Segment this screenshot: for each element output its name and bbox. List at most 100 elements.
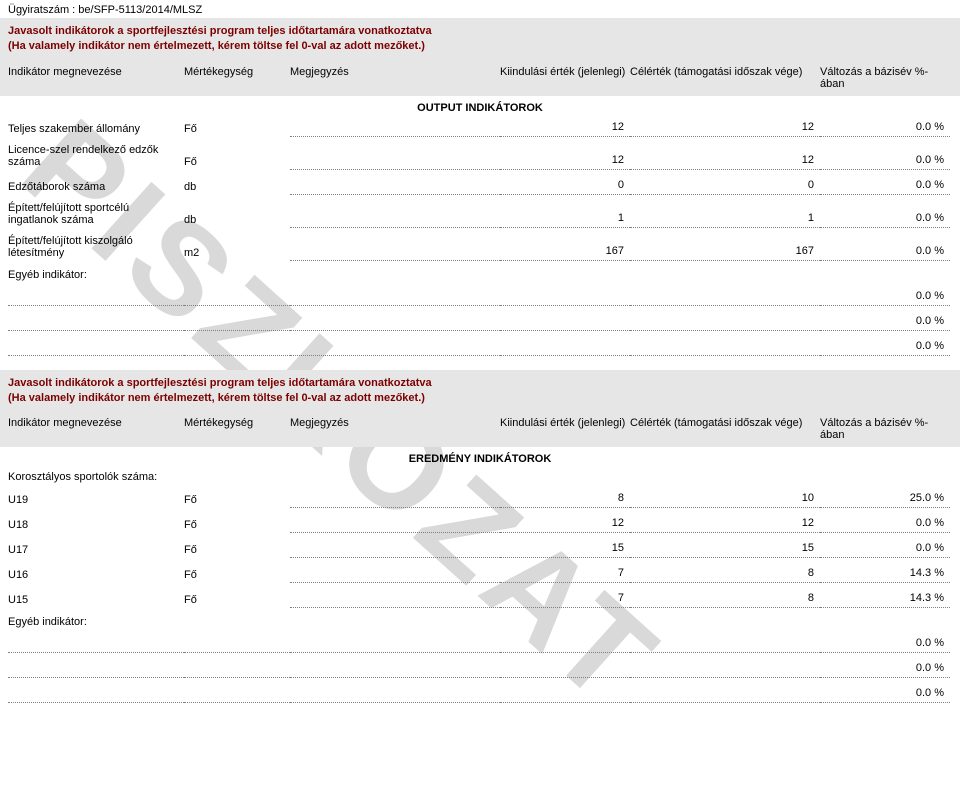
row-unit: Fő — [184, 494, 290, 508]
header-indicator-name: Indikátor megnevezése — [8, 66, 184, 90]
row-unit: Fő — [184, 156, 290, 170]
row-start-value: 0 — [500, 177, 630, 195]
row-note — [290, 590, 500, 608]
section1-banner: Javasolt indikátorok a sportfejlesztési … — [0, 18, 960, 60]
header-start: Kiindulási érték (jelenlegi) — [500, 417, 630, 441]
table-row: Edzőtáborok számadb000.0 % — [0, 174, 960, 195]
table-row: Teljes szakember állományFő12120.0 % — [0, 116, 960, 137]
row-note — [290, 540, 500, 558]
row-start-value: 12 — [500, 152, 630, 170]
row-note — [290, 565, 500, 583]
row-change-value: 0.0 % — [820, 540, 950, 558]
row-start-value — [500, 338, 630, 356]
row-change-value: 25.0 % — [820, 490, 950, 508]
row-target-value — [630, 660, 820, 678]
row-note — [290, 635, 500, 653]
row-target-value: 0 — [630, 177, 820, 195]
row-start-value — [500, 660, 630, 678]
table-row: 0.0 % — [0, 310, 960, 331]
row-target-value — [630, 635, 820, 653]
section1-header-row: Indikátor megnevezése Mértékegység Megje… — [0, 60, 960, 96]
row-unit: db — [184, 181, 290, 195]
row-change-value: 0.0 % — [820, 243, 950, 261]
row-start-value: 8 — [500, 490, 630, 508]
table-row: 0.0 % — [0, 632, 960, 653]
table-row: U19Fő 81025.0 % — [0, 487, 960, 508]
row-target-value — [630, 338, 820, 356]
row-note — [290, 515, 500, 533]
row-label — [8, 338, 184, 356]
row-unit — [184, 635, 290, 653]
table-row: 0.0 % — [0, 682, 960, 703]
header-unit: Mértékegység — [184, 66, 290, 90]
section1-other-label: Egyéb indikátor: — [0, 265, 960, 281]
row-label — [8, 635, 184, 653]
row-start-value — [500, 685, 630, 703]
row-unit: Fő — [184, 544, 290, 558]
row-change-value: 0.0 % — [820, 119, 950, 137]
row-label: U16 — [8, 569, 184, 583]
header-change: Változás a bázisév %-ában — [820, 417, 950, 441]
row-label: U19 — [8, 494, 184, 508]
row-start-value: 167 — [500, 243, 630, 261]
row-label: U15 — [8, 594, 184, 608]
table-row: U17Fő15150.0 % — [0, 537, 960, 558]
row-label: Épített/felújított kiszolgáló létesítmén… — [8, 235, 184, 261]
row-unit — [184, 288, 290, 306]
row-start-value — [500, 313, 630, 331]
row-unit: Fő — [184, 594, 290, 608]
section1-banner-line2: (Ha valamely indikátor nem értelmezett, … — [8, 39, 952, 54]
row-unit — [184, 685, 290, 703]
row-target-value: 10 — [630, 490, 820, 508]
table-row: Épített/felújított kiszolgáló létesítmén… — [0, 232, 960, 261]
row-label — [8, 660, 184, 678]
row-label — [8, 685, 184, 703]
row-note — [290, 313, 500, 331]
table-row: Épített/felújított sportcélú ingatlanok … — [0, 199, 960, 228]
header-target: Célérték (támogatási időszak vége) — [630, 417, 820, 441]
row-start-value: 12 — [500, 515, 630, 533]
table-row: 0.0 % — [0, 657, 960, 678]
row-note — [290, 177, 500, 195]
row-change-value: 0.0 % — [820, 313, 950, 331]
row-label — [8, 288, 184, 306]
row-change-value: 0.0 % — [820, 288, 950, 306]
row-change-value: 0.0 % — [820, 635, 950, 653]
row-start-value — [500, 288, 630, 306]
table-row: U15Fő7814.3 % — [0, 587, 960, 608]
row-change-value: 14.3 % — [820, 590, 950, 608]
row-unit: m2 — [184, 247, 290, 261]
row-note — [290, 152, 500, 170]
row-change-value: 0.0 % — [820, 685, 950, 703]
row-target-value — [630, 313, 820, 331]
header-change: Változás a bázisév %-ában — [820, 66, 950, 90]
document-id: Ügyiratszám : be/SFP-5113/2014/MLSZ — [0, 0, 960, 18]
row-label: U18 — [8, 519, 184, 533]
table-row: U18Fő12120.0 % — [0, 512, 960, 533]
row-label: U17 — [8, 544, 184, 558]
row-unit: Fő — [184, 519, 290, 533]
row-note — [290, 660, 500, 678]
row-start-value — [500, 635, 630, 653]
row-change-value: 0.0 % — [820, 515, 950, 533]
header-indicator-name: Indikátor megnevezése — [8, 417, 184, 441]
row-unit: db — [184, 214, 290, 228]
row-change-value: 0.0 % — [820, 177, 950, 195]
row-label: Licence-szel rendelkező edzők száma — [8, 144, 184, 170]
header-note: Megjegyzés — [290, 417, 500, 441]
table-row: U16Fő7814.3 % — [0, 562, 960, 583]
row-target-value — [630, 288, 820, 306]
row-start-value: 15 — [500, 540, 630, 558]
row-target-value: 12 — [630, 515, 820, 533]
row-change-value: 0.0 % — [820, 338, 950, 356]
row-label: Épített/felújított sportcélú ingatlanok … — [8, 202, 184, 228]
row-note — [290, 243, 500, 261]
row-note — [290, 119, 500, 137]
row-target-value: 12 — [630, 119, 820, 137]
row-target-value — [630, 685, 820, 703]
row-note — [290, 685, 500, 703]
row-note — [290, 338, 500, 356]
table-row: 0.0 % — [0, 285, 960, 306]
row-start-value: 1 — [500, 210, 630, 228]
row-target-value: 167 — [630, 243, 820, 261]
